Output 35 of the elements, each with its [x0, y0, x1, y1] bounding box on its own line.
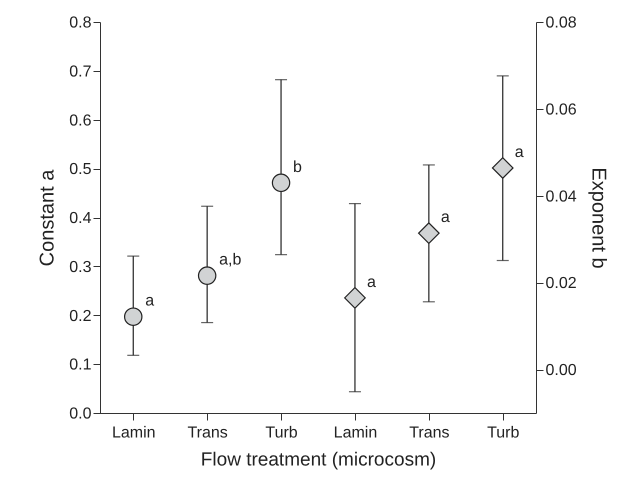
x-tick-label: Lamin	[334, 424, 378, 442]
y-tick-label: 0.0	[69, 406, 92, 422]
annotation: a	[514, 144, 524, 161]
point	[272, 174, 290, 192]
y-tick-label: 0.3	[69, 258, 92, 276]
point	[344, 287, 366, 309]
x-tick-label: Trans	[187, 424, 228, 442]
y2-tick-label: 0.06	[546, 101, 577, 118]
y2-tick-label: 0.02	[546, 275, 577, 292]
x-tick-label: Turb	[487, 424, 520, 442]
y2-tick-label: 0.04	[546, 188, 577, 206]
y2-axis-title: Exponent b	[588, 167, 610, 269]
y-tick-label: 0.7	[69, 63, 92, 80]
x-tick-label: Lamin	[112, 424, 156, 442]
y-tick-label: 0.1	[69, 356, 92, 374]
y2-tick-label: 0.08	[546, 14, 577, 32]
annotation: a	[440, 209, 450, 226]
x-tick-label: Trans	[409, 424, 450, 442]
annotation: a	[366, 274, 376, 291]
y-tick-label: 0.8	[69, 14, 92, 32]
y-axis-title: Constant a	[36, 168, 58, 266]
y-tick-label: 0.5	[69, 161, 92, 178]
y-tick-label: 0.2	[69, 308, 92, 325]
point	[492, 157, 514, 179]
annotation: a	[145, 292, 154, 310]
y-tick-label: 0.6	[69, 112, 92, 130]
x-axis-title: Flow treatment (microcosm)	[200, 450, 436, 470]
point	[198, 266, 216, 285]
point	[418, 222, 440, 244]
y2-tick-label: 0.00	[546, 362, 577, 380]
y-tick-label: 0.4	[69, 210, 92, 227]
annotation: a,b	[219, 252, 242, 269]
point	[124, 307, 143, 326]
annotation: b	[293, 158, 302, 176]
x-tick-label: Turb	[265, 424, 298, 442]
